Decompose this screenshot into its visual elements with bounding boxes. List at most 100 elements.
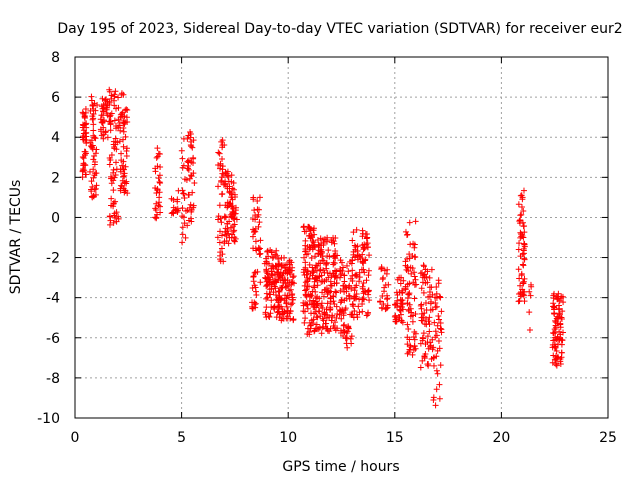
- data-point: [309, 238, 316, 245]
- data-point: [108, 152, 115, 159]
- data-point: [276, 314, 283, 321]
- data-point: [324, 327, 331, 334]
- data-point: [407, 264, 414, 271]
- data-point: [333, 303, 340, 310]
- data-point: [384, 304, 391, 311]
- data-point: [287, 268, 294, 275]
- data-point: [320, 257, 327, 264]
- data-point: [383, 270, 390, 277]
- data-point: [424, 333, 431, 340]
- axis-ticks: [74, 56, 609, 419]
- data-point: [333, 314, 340, 321]
- data-point: [435, 313, 442, 320]
- data-point: [559, 337, 566, 344]
- data-point: [106, 86, 113, 93]
- data-point: [411, 336, 418, 343]
- data-point: [518, 272, 525, 279]
- data-point: [520, 223, 527, 230]
- data-point: [80, 155, 87, 162]
- data-point: [88, 178, 95, 185]
- data-point: [90, 110, 97, 117]
- data-point: [318, 330, 325, 337]
- data-point: [421, 321, 428, 328]
- data-point: [119, 162, 126, 169]
- data-point: [437, 325, 444, 332]
- data-point: [231, 237, 238, 244]
- data-point: [285, 282, 292, 289]
- data-point: [336, 311, 343, 318]
- data-point: [420, 263, 427, 270]
- data-point: [300, 308, 307, 315]
- data-point: [426, 314, 433, 321]
- data-point: [309, 301, 316, 308]
- data-point: [338, 308, 345, 315]
- data-point: [285, 294, 292, 301]
- data-point: [320, 317, 327, 324]
- data-point: [410, 240, 417, 247]
- data-point: [219, 156, 226, 163]
- data-point: [279, 315, 286, 322]
- data-point: [337, 327, 344, 334]
- data-point: [341, 272, 348, 279]
- data-point: [289, 264, 296, 271]
- data-point: [218, 177, 225, 184]
- data-point: [407, 241, 414, 248]
- y-tick-label: 2: [51, 170, 60, 186]
- data-point: [256, 219, 263, 226]
- data-point: [343, 284, 350, 291]
- data-point: [430, 362, 437, 369]
- data-point: [313, 267, 320, 274]
- data-point: [365, 288, 372, 295]
- data-point: [268, 304, 275, 311]
- data-point: [417, 270, 424, 277]
- data-point: [435, 338, 442, 345]
- data-point: [272, 262, 279, 269]
- data-point: [411, 343, 418, 350]
- data-point: [385, 281, 392, 288]
- data-point: [182, 234, 189, 241]
- data-point: [428, 266, 435, 273]
- data-point: [344, 344, 351, 351]
- data-point: [520, 262, 527, 269]
- data-point: [179, 205, 186, 212]
- data-point: [275, 288, 282, 295]
- data-point: [326, 253, 333, 260]
- data-point: [515, 246, 522, 253]
- data-point: [264, 247, 271, 254]
- x-tick-label: 0: [71, 430, 80, 446]
- data-point: [302, 300, 309, 307]
- data-point: [181, 195, 188, 202]
- x-tick-label: 25: [599, 430, 617, 446]
- data-point: [121, 172, 128, 179]
- data-point: [113, 218, 120, 225]
- data-point: [269, 272, 276, 279]
- data-point: [320, 239, 327, 246]
- data-point: [425, 345, 432, 352]
- data-point: [179, 231, 186, 238]
- data-point: [215, 149, 222, 156]
- data-point: [345, 325, 352, 332]
- data-point: [301, 271, 308, 278]
- data-point: [350, 314, 357, 321]
- data-point: [437, 362, 444, 369]
- data-point: [217, 228, 224, 235]
- data-point: [432, 299, 439, 306]
- data-point: [90, 132, 97, 139]
- data-point: [263, 268, 270, 275]
- data-point: [269, 255, 276, 262]
- data-point: [338, 271, 345, 278]
- data-point: [526, 288, 533, 295]
- data-point: [110, 166, 117, 173]
- data-point: [81, 167, 88, 174]
- data-point: [106, 118, 113, 125]
- data-point: [352, 295, 359, 302]
- data-point: [111, 210, 118, 217]
- data-point: [362, 289, 369, 296]
- data-point: [517, 212, 524, 219]
- x-tick-label: 5: [177, 430, 186, 446]
- y-tick-label: 6: [51, 90, 60, 106]
- data-point: [308, 254, 315, 261]
- data-point: [112, 171, 119, 178]
- data-point: [253, 292, 260, 299]
- data-point: [270, 279, 277, 286]
